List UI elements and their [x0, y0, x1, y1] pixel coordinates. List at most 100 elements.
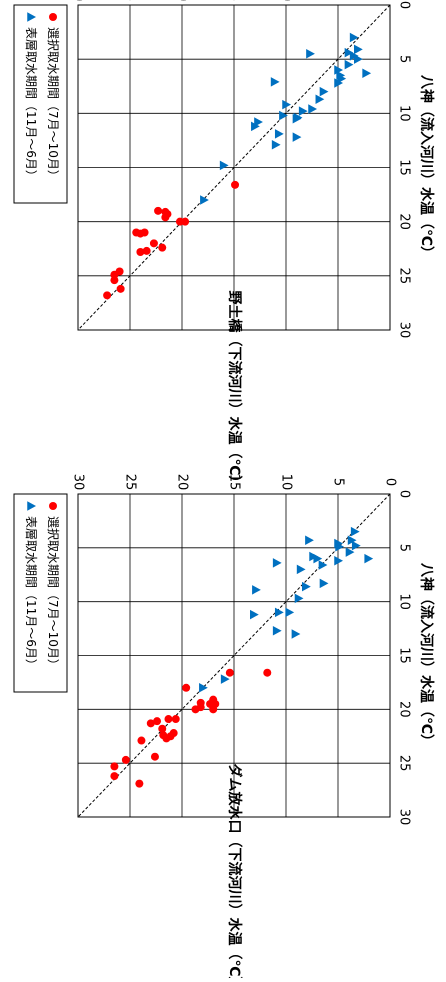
legend-marker-triangle: [27, 501, 36, 511]
point-selective-intake: [103, 291, 112, 300]
point-surface-intake: [351, 540, 361, 551]
point-selective-intake: [169, 729, 178, 738]
x-tick-label: 0: [397, 1, 412, 9]
point-surface-intake: [305, 535, 314, 546]
point-surface-intake: [220, 674, 230, 684]
x-tick-label: 0: [397, 490, 412, 498]
point-surface-intake: [308, 104, 317, 114]
point-selective-intake: [231, 180, 240, 189]
point-surface-intake: [318, 560, 328, 570]
point-selective-intake: [171, 715, 180, 724]
point-surface-intake: [354, 44, 363, 55]
point-selective-intake: [164, 715, 173, 724]
y-tick-label: 15: [227, 474, 242, 491]
chart-notsuchibashi: 0 5 10 15 20 25 30 0 5 10 15 20 25 30 八神（流入河川）水温（℃） 野土橋…: [13, 0, 435, 490]
point-surface-intake: [292, 132, 302, 142]
point-selective-intake: [146, 719, 155, 728]
x-tick-label: 15: [397, 159, 412, 176]
point-surface-intake: [271, 140, 281, 150]
point-selective-intake: [121, 755, 130, 764]
point-selective-intake: [150, 752, 159, 761]
y-tick-label: 0: [383, 478, 398, 486]
point-surface-intake: [279, 110, 288, 121]
point-selective-intake: [110, 762, 119, 771]
x-tick-label: 10: [397, 593, 412, 610]
legend-label: 選択取水期間（7月～10月）: [46, 27, 60, 182]
x-tick-label: 5: [397, 544, 412, 552]
point-selective-intake: [209, 705, 218, 714]
y-tick-label: 30: [71, 474, 86, 491]
legend: 選択取水期間（7月～10月） 表層取水期間（11月～6月）: [13, 493, 68, 693]
legend-box: [13, 4, 68, 204]
point-surface-intake: [296, 564, 306, 575]
point-selective-intake: [159, 731, 168, 740]
y-tick-label: 5: [331, 478, 346, 486]
y-tick-label: 20: [175, 0, 190, 1]
points-layer: [110, 526, 374, 788]
legend-label: 選択取水期間（7月～10月）: [46, 516, 60, 671]
x-tick-label: 20: [397, 213, 412, 230]
point-selective-intake: [158, 724, 167, 733]
point-surface-intake: [319, 86, 329, 97]
x-tick-label: 30: [397, 322, 412, 339]
legend-marker-triangle: [27, 12, 36, 22]
point-selective-intake: [136, 248, 145, 256]
x-tick-label: 25: [397, 755, 412, 772]
x-tick-label: 15: [397, 647, 412, 664]
y-tick-label: 30: [71, 0, 86, 1]
point-surface-intake: [298, 106, 308, 116]
point-surface-intake: [334, 556, 343, 566]
x-axis-label: 八神（流入河川）水温（℃）: [418, 74, 435, 260]
point-surface-intake: [293, 112, 303, 123]
point-surface-intake: [285, 607, 295, 618]
points-layer: [103, 32, 372, 300]
point-selective-intake: [154, 206, 163, 215]
legend-label: 表層取水期間（11月～6月）: [24, 516, 38, 671]
point-surface-intake: [349, 51, 359, 61]
point-selective-intake: [135, 779, 144, 788]
x-axis-label: 八神（流入河川）水温（℃）: [418, 562, 435, 748]
x-tick-label: 25: [397, 268, 412, 285]
point-selective-intake: [196, 698, 205, 707]
legend-marker-circle: [49, 502, 57, 510]
point-surface-intake: [334, 65, 343, 75]
point-surface-intake: [344, 47, 354, 58]
point-surface-intake: [334, 78, 343, 88]
point-selective-intake: [225, 668, 234, 677]
y-tick-label: 25: [123, 474, 138, 491]
point-surface-intake: [272, 558, 282, 568]
chart-dam-outlet: 0 5 10 15 20 25 30 0 5 10 15 20 25 30 八神（流入河川）水温（℃） ダム放…: [13, 474, 435, 982]
point-selective-intake: [153, 717, 162, 726]
point-surface-intake: [362, 68, 372, 78]
point-selective-intake: [181, 217, 190, 226]
point-surface-intake: [294, 593, 304, 604]
point-surface-intake: [347, 535, 357, 546]
point-surface-intake: [315, 94, 325, 104]
point-surface-intake: [336, 70, 346, 81]
point-surface-intake: [309, 551, 319, 562]
point-surface-intake: [364, 553, 374, 564]
point-surface-intake: [345, 547, 355, 557]
x-tick-label: 5: [397, 55, 412, 63]
legend-marker-circle: [49, 13, 57, 21]
y-tick-label: 20: [175, 474, 190, 491]
y-axis-label: 野土橋（下流河川）水温（℃）: [226, 291, 243, 490]
point-surface-intake: [350, 526, 360, 537]
point-surface-intake: [252, 585, 261, 595]
point-surface-intake: [282, 99, 291, 110]
point-surface-intake: [349, 32, 359, 43]
point-surface-intake: [219, 160, 229, 171]
y-tick-label: 15: [227, 0, 242, 1]
point-selective-intake: [161, 207, 170, 216]
point-surface-intake: [270, 77, 280, 87]
point-surface-intake: [251, 121, 260, 132]
x-tick-label: 20: [397, 701, 412, 718]
point-selective-intake: [263, 668, 272, 677]
point-surface-intake: [319, 578, 329, 589]
point-selective-intake: [110, 772, 119, 781]
legend-label: 表層取水期間（11月～6月）: [24, 27, 38, 182]
point-selective-intake: [115, 267, 124, 276]
y-tick-label: 10: [279, 474, 294, 491]
